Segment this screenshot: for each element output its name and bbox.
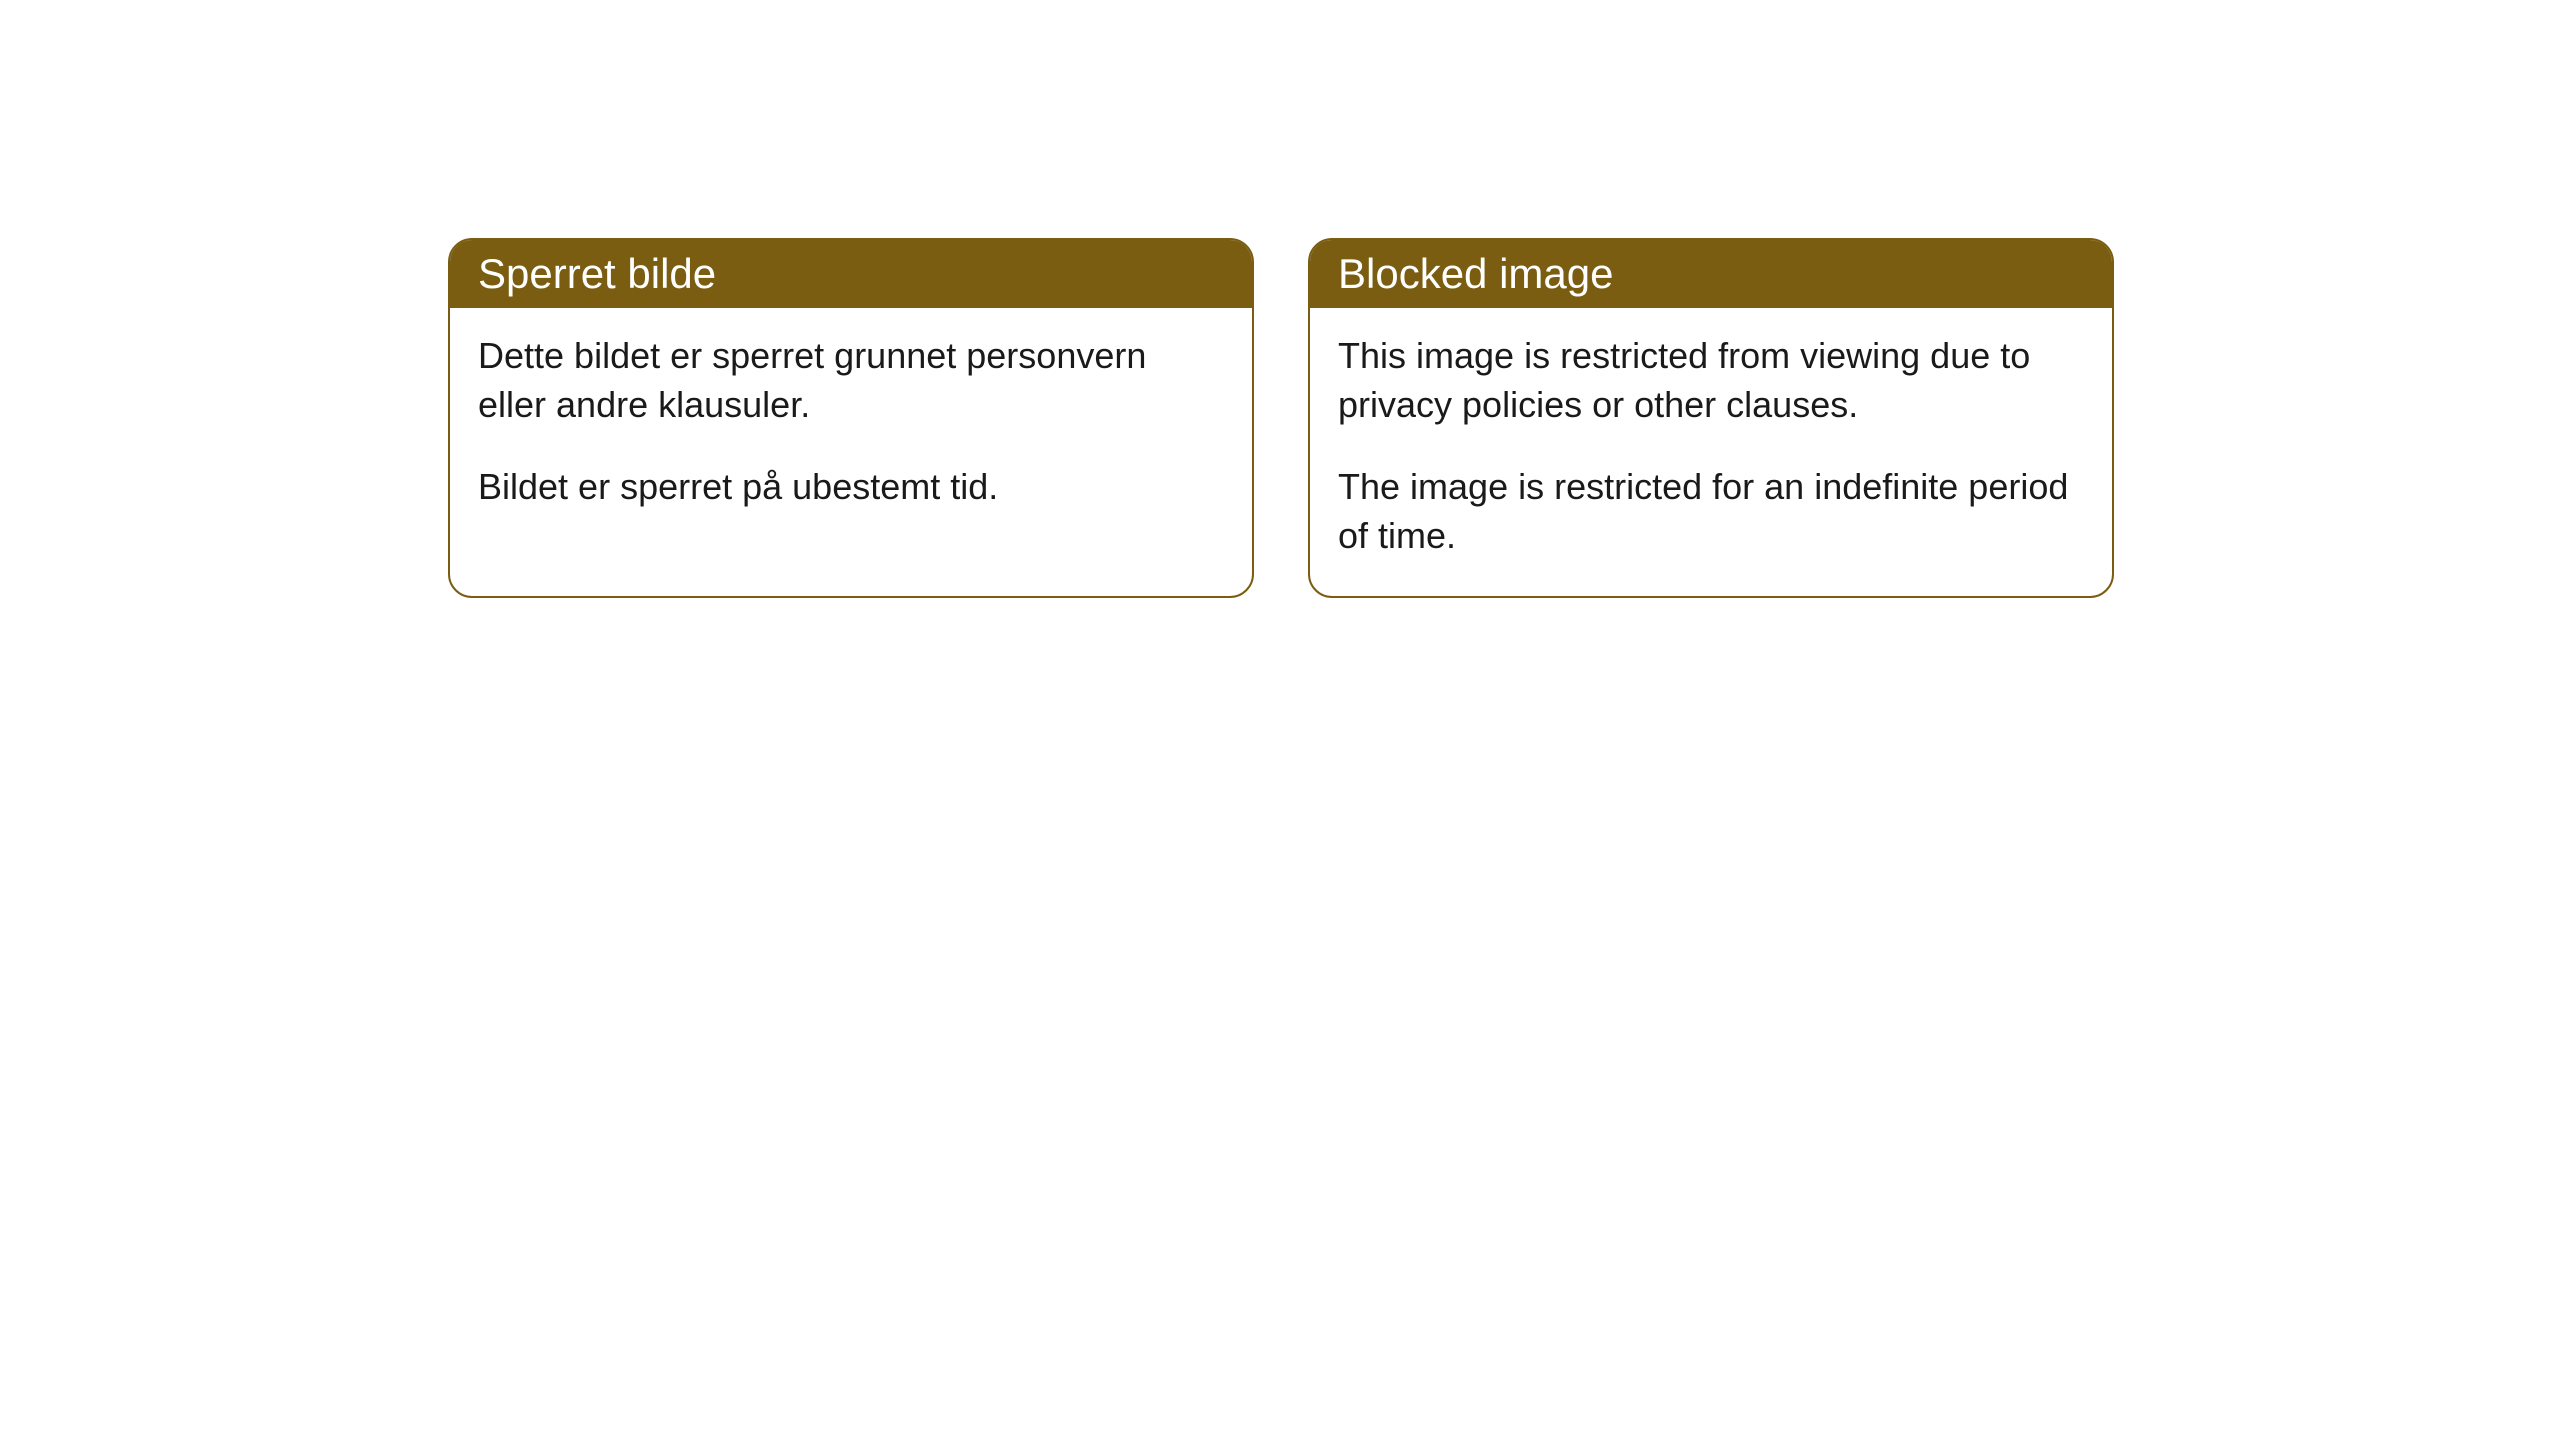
notice-text-english-2: The image is restricted for an indefinit…	[1338, 463, 2084, 560]
notice-text-english-1: This image is restricted from viewing du…	[1338, 332, 2084, 429]
card-body-norwegian: Dette bildet er sperret grunnet personve…	[450, 308, 1252, 548]
notice-text-norwegian-1: Dette bildet er sperret grunnet personve…	[478, 332, 1224, 429]
blocked-image-card-english: Blocked image This image is restricted f…	[1308, 238, 2114, 598]
card-header-english: Blocked image	[1310, 240, 2112, 308]
notice-text-norwegian-2: Bildet er sperret på ubestemt tid.	[478, 463, 1224, 512]
blocked-image-card-norwegian: Sperret bilde Dette bildet er sperret gr…	[448, 238, 1254, 598]
card-body-english: This image is restricted from viewing du…	[1310, 308, 2112, 596]
card-header-norwegian: Sperret bilde	[450, 240, 1252, 308]
notice-cards-container: Sperret bilde Dette bildet er sperret gr…	[448, 238, 2114, 598]
